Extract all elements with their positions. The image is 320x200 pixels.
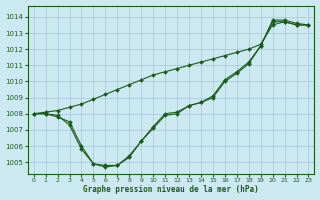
X-axis label: Graphe pression niveau de la mer (hPa): Graphe pression niveau de la mer (hPa) [83, 185, 259, 194]
